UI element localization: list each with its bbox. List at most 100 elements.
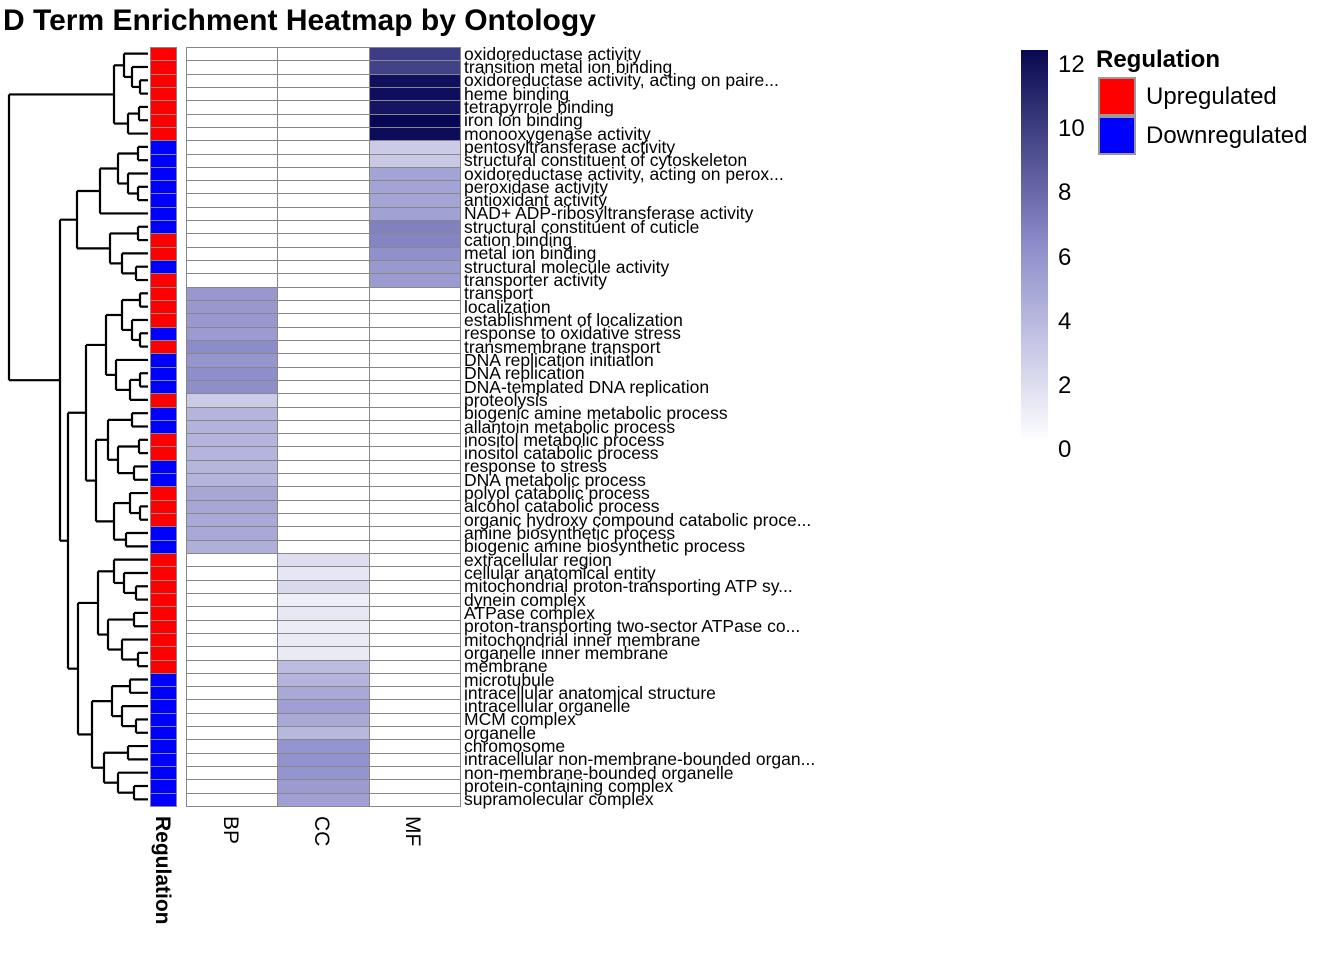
heatmap-cell: [277, 739, 370, 754]
heatmap-cell: [368, 686, 461, 701]
heatmap-cell: [368, 246, 461, 262]
row-label: metal ion binding: [464, 243, 597, 264]
heatmap-cell: [368, 499, 461, 515]
regulation-annotation-cell: [150, 712, 177, 728]
regulation-annotation-cell: [150, 246, 177, 262]
heatmap-cell: [368, 579, 461, 594]
row-label: non-membrane-bounded organelle: [464, 762, 734, 783]
heatmap-cell: [368, 47, 461, 62]
regulation-annotation-cell: [150, 326, 177, 341]
regulation-annotation-cell: [150, 153, 177, 168]
row-label: proton-transporting two-sector ATPase co…: [464, 616, 801, 637]
heatmap-cell: [368, 632, 461, 648]
row-label: oxidoreductase activity, acting on paire…: [464, 70, 779, 91]
row-label: transition metal ion binding: [464, 56, 673, 77]
row-label: organic hydroxy compound catabolic proce…: [464, 509, 812, 530]
regulation-annotation-cell: [150, 632, 177, 648]
heatmap-cell: [277, 113, 370, 128]
heatmap-cell: [186, 646, 279, 661]
heatmap-cell: [368, 659, 461, 674]
heatmap-cell: [368, 193, 461, 208]
heatmap-cell: [368, 313, 461, 328]
heatmap-cell: [186, 300, 279, 315]
regulation-annotation-cell: [150, 286, 177, 301]
heatmap-cell: [368, 366, 461, 381]
row-label: structural constituent of cytoskeleton: [464, 150, 748, 171]
row-label: response to oxidative stress: [464, 323, 681, 344]
column-label-bp: BP: [218, 816, 242, 845]
heatmap-cell: [186, 233, 279, 248]
row-label: transport: [464, 283, 534, 304]
heatmap-cell: [277, 659, 370, 674]
heatmap-cell: [186, 113, 279, 128]
heatmap-cell: [277, 579, 370, 594]
regulation-annotation-cell: [150, 499, 177, 515]
heatmap-cell: [186, 579, 279, 594]
heatmap-cell: [186, 260, 279, 275]
heatmap-cell: [277, 126, 370, 142]
regulation-annotation-cell: [150, 606, 177, 621]
heatmap-cell: [368, 539, 461, 554]
row-label: iron ion binding: [464, 110, 583, 131]
heatmap-cell: [368, 739, 461, 754]
heatmap-cell: [368, 699, 461, 714]
heatmap-cell: [186, 566, 279, 581]
regulation-annotation-cell: [150, 300, 177, 315]
regulation-annotation-cell: [150, 553, 177, 568]
row-label: tetrapyrrole binding: [464, 96, 614, 117]
heatmap-cell: [277, 153, 370, 168]
heatmap-cell: [368, 473, 461, 488]
heatmap-cell: [186, 100, 279, 115]
heatmap-cell: [277, 246, 370, 262]
heatmap-cell: [368, 566, 461, 581]
heatmap-cell: [277, 60, 370, 75]
regulation-annotation-cell: [150, 206, 177, 222]
colorbar-tick-label: 0: [1058, 436, 1072, 463]
heatmap-cell: [368, 339, 461, 355]
heatmap-cell: [277, 166, 370, 182]
heatmap-cell: [368, 73, 461, 88]
regulation-annotation-cell: [150, 566, 177, 581]
row-label: inositol metabolic process: [464, 429, 665, 450]
heatmap-cell: [186, 193, 279, 208]
heatmap-cell: [186, 140, 279, 155]
heatmap-cell: [186, 752, 279, 768]
column-label-regulation: Regulation: [150, 816, 174, 925]
colorbar-tick-label: 6: [1058, 243, 1072, 271]
heatmap-cell: [186, 353, 279, 368]
row-label: extracellular region: [464, 549, 612, 570]
heatmap-cell: [368, 592, 461, 608]
heatmap-cell: [277, 619, 370, 634]
row-label: mitochondrial proton-transporting ATP sy…: [464, 576, 793, 597]
heatmap-cell: [277, 393, 370, 408]
heatmap-cell: [277, 286, 370, 301]
regulation-annotation-cell: [150, 220, 177, 235]
colorbar-tick-label: 10: [1058, 115, 1085, 143]
regulation-annotation-cell: [150, 513, 177, 528]
row-label: cellular anatomical entity: [464, 562, 656, 583]
heatmap-cell: [186, 166, 279, 182]
heatmap-cell: [368, 140, 461, 155]
row-label: protein-containing complex: [464, 776, 674, 797]
heatmap-cell: [186, 526, 279, 541]
heatmap-cell: [186, 792, 279, 807]
regulation-annotation-cell: [150, 539, 177, 554]
heatmap-cell: [186, 499, 279, 515]
heatmap-cell: [277, 353, 370, 368]
heatmap-cell: [277, 553, 370, 568]
row-label: amine biosynthetic process: [464, 523, 676, 544]
regulation-annotation-cell: [150, 792, 177, 807]
heatmap-cell: [368, 393, 461, 408]
regulation-annotation-cell: [150, 140, 177, 155]
heatmap-cell: [186, 553, 279, 568]
heatmap-cell: [277, 712, 370, 728]
heatmap-cell: [277, 300, 370, 315]
row-label: transporter activity: [464, 270, 607, 291]
row-label: pentosyltransferase activity: [464, 136, 676, 157]
heatmap-cell: [277, 632, 370, 648]
heatmap-cell: [277, 792, 370, 807]
regulation-annotation-cell: [150, 779, 177, 794]
heatmap-cell: [368, 353, 461, 368]
heatmap-cell: [186, 126, 279, 142]
regulation-annotation-cell: [150, 752, 177, 768]
